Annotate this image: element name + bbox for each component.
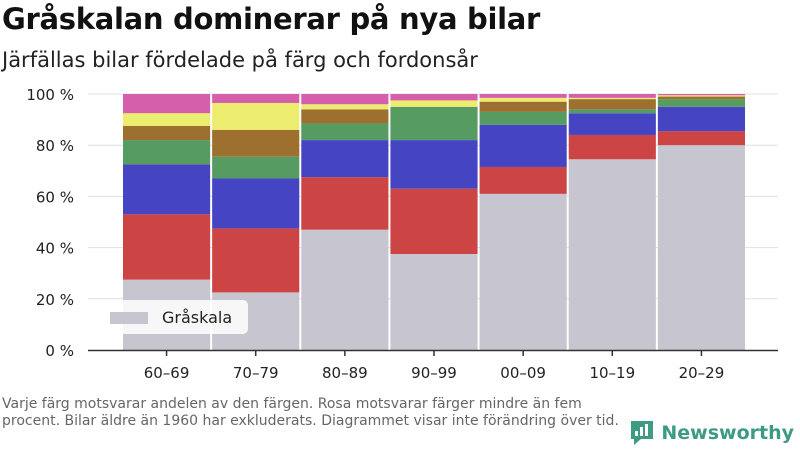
bar-segment-green	[301, 123, 389, 141]
bar-segment-yellow	[301, 104, 389, 110]
x-tick-label: 10–19	[589, 364, 635, 382]
y-tick-label: 80 %	[36, 137, 74, 155]
bar-segment-red	[568, 134, 656, 160]
bar-segment-yellow	[568, 97, 656, 100]
y-tick-label: 40 %	[36, 240, 74, 258]
bar-segment-green	[568, 109, 656, 114]
legend: Gråskala	[100, 300, 248, 334]
x-tick-label: 70–79	[233, 364, 279, 382]
bar-segment-red	[479, 166, 567, 194]
bar-segment-brown	[301, 109, 389, 124]
y-axis-ticks: 0 % 20 % 40 % 60 % 80 % 100 %	[26, 86, 74, 360]
x-tick-label: 80–89	[322, 364, 368, 382]
bar-segment-pink	[212, 94, 300, 103]
x-tick-label: 20–29	[679, 364, 725, 382]
bar-segment-pink	[123, 94, 211, 114]
bar-segment-grey	[301, 229, 389, 350]
bar-segment-brown	[212, 129, 300, 157]
bars	[123, 94, 745, 350]
bar-segment-green	[123, 140, 211, 165]
bar-segment-green	[390, 106, 478, 141]
stacked-bar-chart: 0 % 20 % 40 % 60 % 80 % 100 % 60–69 70–79 80–89…	[26, 86, 778, 382]
bar-segment-blue	[479, 124, 567, 167]
bar-segment-pink	[568, 94, 656, 98]
bar-segment-green	[657, 99, 745, 107]
bar-segment-blue	[657, 106, 745, 132]
bar-segment-pink	[301, 94, 389, 105]
x-axis-ticks: 60–69 70–79 80–89 90–99 00–09 10–19 20–29	[144, 350, 725, 382]
newsworthy-logo-icon	[631, 421, 654, 445]
x-tick-label: 60–69	[144, 364, 190, 382]
bar-segment-grey	[479, 193, 567, 350]
bar-segment-green	[479, 111, 567, 125]
chart-title: Gråskalan dominerar på nya bilar	[2, 2, 541, 36]
bar-segment-red	[301, 177, 389, 230]
bar-segment-blue	[301, 140, 389, 178]
bar-segment-pink	[657, 94, 745, 96]
bar-segment-red	[212, 228, 300, 293]
bar-segment-brown	[123, 126, 211, 141]
bar-segment-grey	[390, 254, 478, 350]
footnote: Varje färg motsvarar andelen av den färg…	[2, 396, 619, 429]
bar-segment-brown	[479, 101, 567, 112]
y-tick-label: 0 %	[45, 342, 74, 360]
x-tick-label: 90–99	[411, 364, 457, 382]
y-tick-label: 100 %	[26, 86, 74, 104]
brand-logo: Newsworthy	[629, 419, 794, 447]
chart-subtitle: Järfällas bilar fördelade på färg och fo…	[2, 48, 478, 72]
bar-segment-red	[390, 188, 478, 254]
legend-label-graskala: Gråskala	[162, 308, 232, 327]
bar-segment-blue	[212, 178, 300, 229]
bar-segment-red	[123, 214, 211, 280]
bar-segment-yellow	[657, 95, 745, 97]
bar-segment-pink	[479, 94, 567, 98]
bar-segment-yellow	[123, 113, 211, 126]
y-tick-label: 60 %	[36, 188, 74, 206]
bar-segment-blue	[390, 140, 478, 189]
bar-segment-grey	[568, 159, 656, 350]
x-tick-label: 00–09	[500, 364, 546, 382]
brand-name: Newsworthy	[661, 422, 794, 444]
legend-swatch-graskala	[110, 312, 148, 324]
bar-segment-yellow	[212, 102, 300, 130]
bar-segment-yellow	[479, 97, 567, 102]
bar-segment-blue	[568, 113, 656, 135]
legend-background	[100, 300, 248, 334]
bar-segment-red	[657, 131, 745, 146]
y-tick-label: 20 %	[36, 291, 74, 309]
bar-segment-pink	[390, 94, 478, 101]
bar-segment-yellow	[390, 100, 478, 107]
bar-segment-brown	[568, 99, 656, 110]
bar-segment-green	[212, 156, 300, 179]
bar-segment-brown	[657, 96, 745, 100]
bar-segment-blue	[123, 164, 211, 215]
bar-segment-grey	[657, 145, 745, 350]
